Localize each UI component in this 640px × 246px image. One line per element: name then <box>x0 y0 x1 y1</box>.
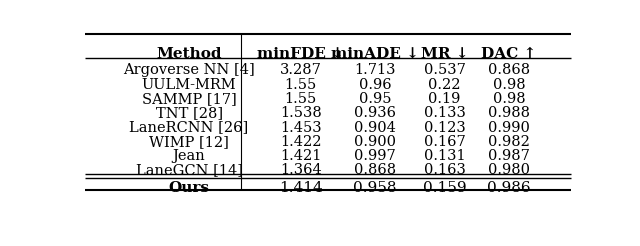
Text: 0.868: 0.868 <box>488 63 530 77</box>
Text: 0.997: 0.997 <box>355 149 396 163</box>
Text: 0.19: 0.19 <box>428 92 461 106</box>
Text: 1.453: 1.453 <box>280 121 321 135</box>
Text: 0.537: 0.537 <box>424 63 465 77</box>
Text: SAMMP [17]: SAMMP [17] <box>141 92 237 106</box>
Text: 0.936: 0.936 <box>354 106 396 120</box>
Text: 0.133: 0.133 <box>424 106 465 120</box>
Text: 0.958: 0.958 <box>353 181 397 195</box>
Text: minADE ↓: minADE ↓ <box>331 46 419 61</box>
Text: 0.159: 0.159 <box>423 181 467 195</box>
Text: 0.987: 0.987 <box>488 149 530 163</box>
Text: LaneRCNN [26]: LaneRCNN [26] <box>129 121 249 135</box>
Text: TNT [28]: TNT [28] <box>156 106 223 120</box>
Text: 1.713: 1.713 <box>355 63 396 77</box>
Text: 1.364: 1.364 <box>280 163 321 177</box>
Text: 0.123: 0.123 <box>424 121 465 135</box>
Text: MR ↓: MR ↓ <box>421 46 468 61</box>
Text: 1.414: 1.414 <box>279 181 323 195</box>
Text: 1.538: 1.538 <box>280 106 321 120</box>
Text: 0.982: 0.982 <box>488 135 530 149</box>
Text: 1.55: 1.55 <box>285 92 317 106</box>
Text: 1.421: 1.421 <box>280 149 321 163</box>
Text: 3.287: 3.287 <box>280 63 322 77</box>
Text: 0.98: 0.98 <box>493 92 525 106</box>
Text: Ours: Ours <box>168 181 210 195</box>
Text: 0.988: 0.988 <box>488 106 530 120</box>
Text: 0.990: 0.990 <box>488 121 530 135</box>
Text: 0.986: 0.986 <box>487 181 531 195</box>
Text: 0.96: 0.96 <box>359 78 392 92</box>
Text: 0.22: 0.22 <box>428 78 461 92</box>
Text: DAC ↑: DAC ↑ <box>481 46 537 61</box>
Text: 0.95: 0.95 <box>359 92 392 106</box>
Text: Jean: Jean <box>173 149 205 163</box>
Text: 1.55: 1.55 <box>285 78 317 92</box>
Text: 0.131: 0.131 <box>424 149 465 163</box>
Text: Argoverse NN [4]: Argoverse NN [4] <box>124 63 255 77</box>
Text: 0.868: 0.868 <box>354 163 396 177</box>
Text: Method: Method <box>156 46 222 61</box>
Text: 0.98: 0.98 <box>493 78 525 92</box>
Text: minFDE ↓: minFDE ↓ <box>257 46 344 61</box>
Text: 0.163: 0.163 <box>424 163 465 177</box>
Text: 0.167: 0.167 <box>424 135 465 149</box>
Text: 0.904: 0.904 <box>354 121 396 135</box>
Text: WIMP [12]: WIMP [12] <box>149 135 229 149</box>
Text: 1.422: 1.422 <box>280 135 321 149</box>
Text: 0.980: 0.980 <box>488 163 530 177</box>
Text: LaneGCN [14]: LaneGCN [14] <box>136 163 243 177</box>
Text: UULM-MRM: UULM-MRM <box>142 78 236 92</box>
Text: 0.900: 0.900 <box>354 135 396 149</box>
